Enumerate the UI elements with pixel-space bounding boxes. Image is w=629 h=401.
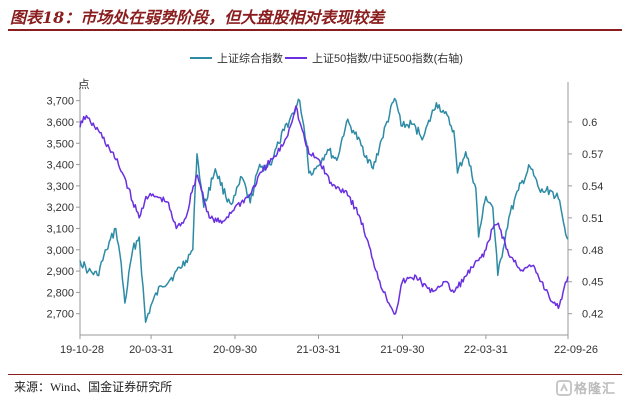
x-tick-label: 20-03-31 bbox=[129, 344, 173, 356]
source-rule bbox=[8, 374, 622, 375]
series bbox=[79, 97, 569, 323]
left-tick-label: 3,700 bbox=[46, 96, 74, 108]
title-rule bbox=[8, 29, 622, 31]
left-tick-label: 3,200 bbox=[46, 202, 74, 214]
series-line-2 bbox=[79, 105, 569, 315]
right-tick-label: 0.54 bbox=[582, 181, 603, 193]
figure-title: 图表18：市场处在弱势阶段，但大盘股相对表现较差 bbox=[10, 8, 385, 27]
x-tick-label: 22-09-26 bbox=[554, 344, 598, 356]
left-tick-label: 3,500 bbox=[46, 138, 74, 150]
right-tick-label: 0.45 bbox=[582, 277, 603, 289]
legend: 上证综合指数 上证50指数/中证500指数(右轴) bbox=[190, 51, 463, 65]
left-axis-unit: 点 bbox=[79, 78, 90, 91]
left-tick-label: 2,900 bbox=[46, 266, 74, 278]
x-tick-label: 22-03-31 bbox=[464, 344, 508, 356]
x-tick-label: 21-03-31 bbox=[296, 344, 340, 356]
right-tick-label: 0.42 bbox=[582, 309, 603, 321]
left-tick-label: 3,400 bbox=[46, 160, 74, 172]
right-tick-label: 0.57 bbox=[582, 149, 603, 161]
chart: 2,700 2,800 2,900 3,000 3,100 3,200 3,300 3,400… bbox=[46, 51, 603, 356]
left-tick-label: 3,300 bbox=[46, 181, 74, 193]
watermark-text: 格隆汇 bbox=[574, 381, 617, 396]
x-tick-label: 19-10-28 bbox=[60, 344, 104, 356]
legend-label-1: 上证综合指数 bbox=[217, 51, 283, 65]
left-tick-label: 3,000 bbox=[46, 245, 74, 257]
series-line-1 bbox=[79, 97, 569, 323]
right-tick-label: 0.48 bbox=[582, 245, 603, 257]
left-tick-label: 2,800 bbox=[46, 287, 74, 299]
source-note: 来源：Wind、国金证券研究所 bbox=[14, 380, 173, 394]
left-tick-label: 3,100 bbox=[46, 223, 74, 235]
left-tick-label: 2,700 bbox=[46, 309, 74, 321]
legend-label-2: 上证50指数/中证500指数(右轴) bbox=[312, 51, 463, 65]
x-tick-label: 20-09-30 bbox=[213, 344, 257, 356]
right-tick-label: 0.51 bbox=[582, 213, 603, 225]
left-tick-label: 3,600 bbox=[46, 117, 74, 129]
x-tick-label: 21-09-30 bbox=[380, 344, 424, 356]
watermark: 格隆汇 bbox=[556, 376, 626, 398]
right-tick-label: 0.6 bbox=[582, 117, 597, 129]
axes: 2,700 2,800 2,900 3,000 3,100 3,200 3,300 3,400… bbox=[46, 82, 603, 356]
watermark-logo-icon bbox=[556, 380, 572, 396]
